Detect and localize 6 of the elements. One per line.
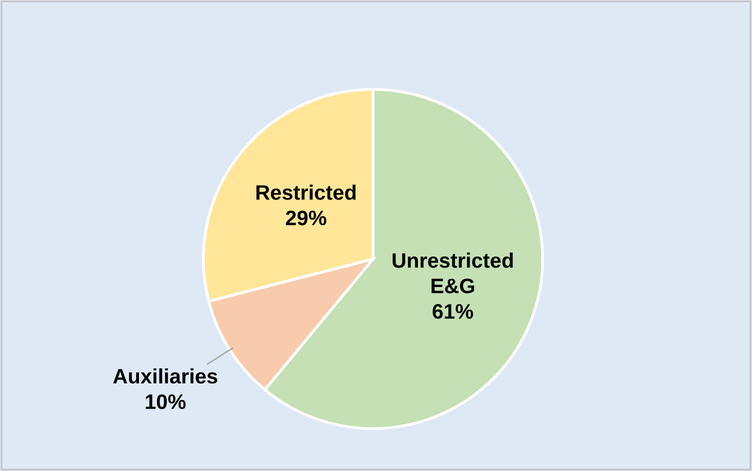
slice-label: Restricted [256,184,356,200]
data-label: 10% [146,394,186,410]
data-label: 61% [432,304,474,319]
slice-label: Auxiliaries [113,368,218,384]
slice-label: Unrestricted E&G [392,252,513,294]
data-label: 29% [286,210,326,226]
